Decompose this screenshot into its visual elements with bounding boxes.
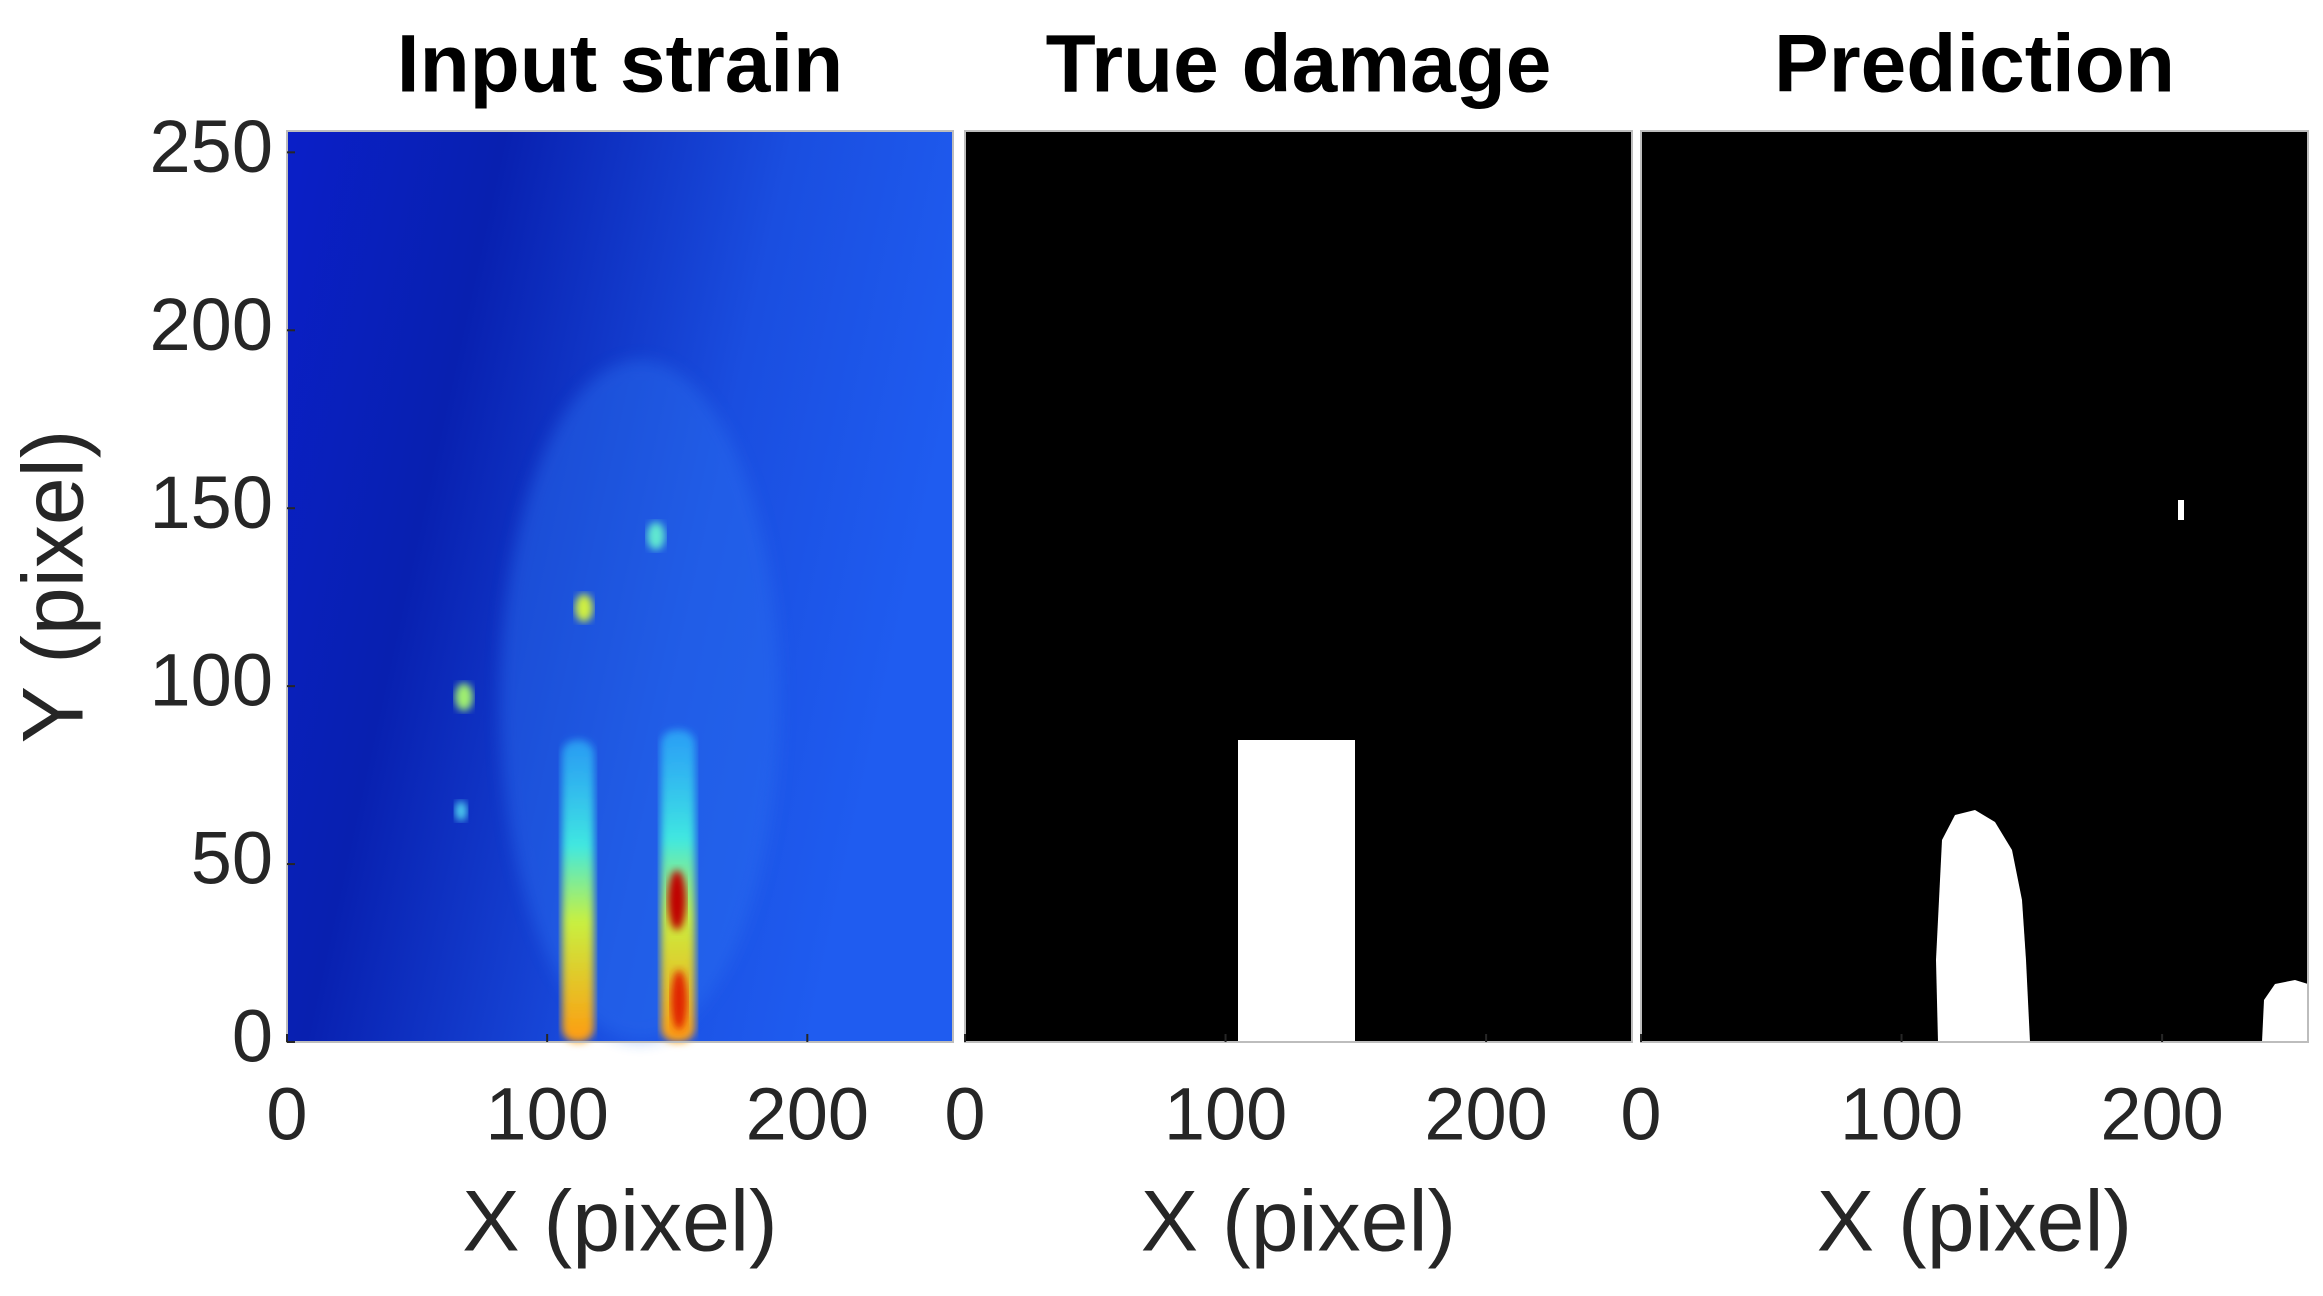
- panel-title: Prediction: [1774, 19, 2175, 110]
- prediction-region: [2262, 980, 2308, 1042]
- image-dot: [575, 594, 593, 622]
- damage-image: [965, 131, 1632, 1042]
- y-tick-label: 0: [232, 995, 273, 1078]
- x-tick-label: 200: [1424, 1073, 1547, 1156]
- x-tick-label: 100: [1164, 1073, 1287, 1156]
- axes-frame: [286, 130, 954, 1043]
- prediction-region: [1936, 810, 2030, 1042]
- x-tick-label: 100: [485, 1073, 608, 1156]
- y-tick-label: 100: [150, 639, 273, 722]
- image-dot: [455, 801, 467, 821]
- x-axis-label: X (pixel): [1817, 1174, 2132, 1270]
- image-streak: [562, 740, 594, 1042]
- image-hotspot: [671, 970, 687, 1030]
- x-tick-label: 200: [2100, 1073, 2223, 1156]
- x-tick-label: 0: [944, 1073, 985, 1156]
- y-tick-label: 250: [150, 105, 273, 188]
- x-tick-label: 0: [1620, 1073, 1661, 1156]
- x-axis-label: X (pixel): [462, 1174, 777, 1270]
- prediction-image: [1641, 131, 2308, 1042]
- axes-frame: [1640, 130, 2309, 1043]
- image-hotspot: [668, 870, 686, 930]
- axes-frame: [964, 130, 1633, 1043]
- x-axis-label: X (pixel): [1141, 1174, 1456, 1270]
- x-tick-label: 200: [746, 1073, 869, 1156]
- image-dot: [647, 522, 665, 550]
- image-dot: [455, 683, 473, 711]
- panel-title: True damage: [1046, 19, 1552, 110]
- prediction-speck: [2178, 500, 2184, 520]
- damage-region: [1238, 740, 1355, 1042]
- x-tick-label: 0: [266, 1073, 307, 1156]
- y-tick-label: 200: [150, 283, 273, 366]
- panel-title: Input strain: [397, 19, 843, 110]
- y-tick-label: 150: [150, 461, 273, 544]
- image-glow: [500, 360, 780, 1040]
- strain-image: [287, 131, 953, 1042]
- x-tick-label: 100: [1840, 1073, 1963, 1156]
- y-tick-label: 50: [191, 817, 273, 900]
- y-axis-label: Y (pixel): [6, 430, 102, 744]
